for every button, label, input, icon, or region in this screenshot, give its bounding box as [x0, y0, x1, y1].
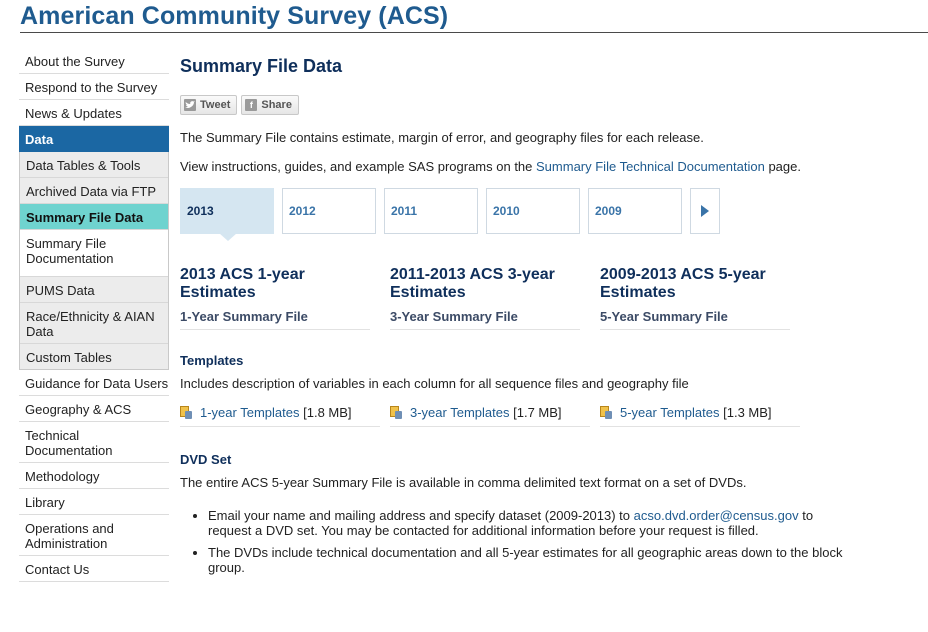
template-size: [1.8 MB] [303, 405, 352, 420]
year-tab-2012[interactable]: 2012 [282, 188, 376, 234]
sidebar-item-library[interactable]: Library [19, 489, 169, 515]
facebook-icon: f [245, 99, 258, 111]
sidebar-item-methodology[interactable]: Methodology [19, 463, 169, 489]
estimate-title: 2013 ACS 1-year Estimates [180, 266, 305, 301]
estimate-5yr: 2009-2013 ACS 5-year Estimates 5-Year Su… [600, 266, 790, 330]
dvd-email-link[interactable]: acso.dvd.order@census.gov [633, 508, 799, 523]
instructions-post: page. [764, 159, 801, 174]
estimate-3yr: 2011-2013 ACS 3-year Estimates 3-Year Su… [390, 266, 580, 330]
dvd-bullet-post: to request a DVD set. You may be contact… [208, 508, 814, 538]
sidebar-item-guidance[interactable]: Guidance for Data Users [19, 370, 169, 396]
year-tab-2010[interactable]: 2010 [486, 188, 580, 234]
dvd-bullets: Email your name and mailing address and … [180, 508, 848, 582]
templates-heading: Templates [180, 353, 244, 368]
estimate-title: 2011-2013 ACS 3-year Estimates [390, 266, 555, 301]
template-1yr: 1-year Templates [1.8 MB] [180, 405, 380, 427]
template-size: [1.3 MB] [723, 405, 772, 420]
sidebar-item-data-tables[interactable]: Data Tables & Tools [20, 152, 168, 178]
sidebar-item-archived-ftp[interactable]: Archived Data via FTP [20, 178, 168, 204]
estimate-1yr: 2013 ACS 1-year Estimates 1-Year Summary… [180, 266, 370, 330]
template-size: [1.7 MB] [513, 405, 562, 420]
estimate-title: 2009-2013 ACS 5-year Estimates [600, 266, 766, 301]
site-title: American Community Survey (ACS) [20, 2, 449, 30]
sidebar-item-geography[interactable]: Geography & ACS [19, 396, 169, 422]
templates-1yr-link[interactable]: 1-year Templates [200, 405, 300, 420]
sidebar-item-tech-docs[interactable]: Technical Documentation [19, 422, 169, 463]
template-5yr: 5-year Templates [1.3 MB] [600, 405, 800, 427]
download-file-icon [180, 406, 192, 419]
year-next-button[interactable] [690, 188, 720, 234]
data-subnav: Data Tables & Tools Archived Data via FT… [19, 152, 169, 370]
tech-docs-link[interactable]: Summary File Technical Documentation [536, 159, 765, 174]
sidebar-item-race-ethnicity[interactable]: Race/Ethnicity & AIAN Data [20, 303, 168, 344]
sidebar-item-news[interactable]: News & Updates [19, 100, 169, 126]
summary-file-3yr-link[interactable]: 3-Year Summary File [390, 309, 580, 330]
social-buttons: Tweet f Share [180, 95, 299, 115]
sidebar-item-operations[interactable]: Operations and Administration [19, 515, 169, 556]
year-tab-2011[interactable]: 2011 [384, 188, 478, 234]
sidebar-nav: About the Survey Respond to the Survey N… [19, 48, 169, 582]
instructions-pre: View instructions, guides, and example S… [180, 159, 537, 174]
sidebar-item-summary-file-docs[interactable]: Summary File Documentation [20, 230, 168, 277]
list-item: Email your name and mailing address and … [208, 508, 848, 538]
tweet-button[interactable]: Tweet [180, 95, 238, 115]
share-label: Share [261, 99, 292, 111]
page-title: Summary File Data [180, 56, 343, 76]
summary-file-1yr-link[interactable]: 1-Year Summary File [180, 309, 370, 330]
sidebar-item-respond[interactable]: Respond to the Survey [19, 74, 169, 100]
list-item: The DVDs include technical documentation… [208, 545, 848, 575]
title-divider [20, 32, 928, 33]
download-file-icon [600, 406, 612, 419]
template-3yr: 3-year Templates [1.7 MB] [390, 405, 590, 427]
sidebar-item-custom-tables[interactable]: Custom Tables [20, 344, 168, 369]
sidebar-item-data[interactable]: Data [19, 126, 169, 152]
sidebar-item-contact[interactable]: Contact Us [19, 556, 169, 582]
dvd-bullet-pre: Email your name and mailing address and … [208, 508, 634, 523]
templates-description: Includes description of variables in eac… [180, 376, 689, 391]
instructions-text: View instructions, guides, and example S… [180, 159, 801, 174]
twitter-icon [184, 99, 196, 111]
download-file-icon [390, 406, 402, 419]
summary-file-5yr-link[interactable]: 5-Year Summary File [600, 309, 790, 330]
intro-text: The Summary File contains estimate, marg… [180, 130, 704, 145]
share-button[interactable]: f Share [241, 95, 299, 115]
year-tab-2013[interactable]: 2013 [180, 188, 274, 241]
sidebar-item-about[interactable]: About the Survey [19, 48, 169, 74]
year-tabs: 2013 2012 2011 2010 2009 [180, 188, 720, 241]
sidebar-item-summary-file-data[interactable]: Summary File Data [20, 204, 168, 230]
dvd-heading: DVD Set [180, 452, 232, 467]
sidebar-item-pums[interactable]: PUMS Data [20, 277, 168, 303]
arrow-right-icon [701, 205, 709, 217]
dvd-description: The entire ACS 5-year Summary File is av… [180, 475, 747, 490]
templates-3yr-link[interactable]: 3-year Templates [410, 405, 510, 420]
tweet-label: Tweet [200, 99, 231, 111]
year-tab-2009[interactable]: 2009 [588, 188, 682, 234]
main-content: Summary File Data Tweet f Share The Summ… [180, 56, 842, 575]
templates-5yr-link[interactable]: 5-year Templates [620, 405, 720, 420]
